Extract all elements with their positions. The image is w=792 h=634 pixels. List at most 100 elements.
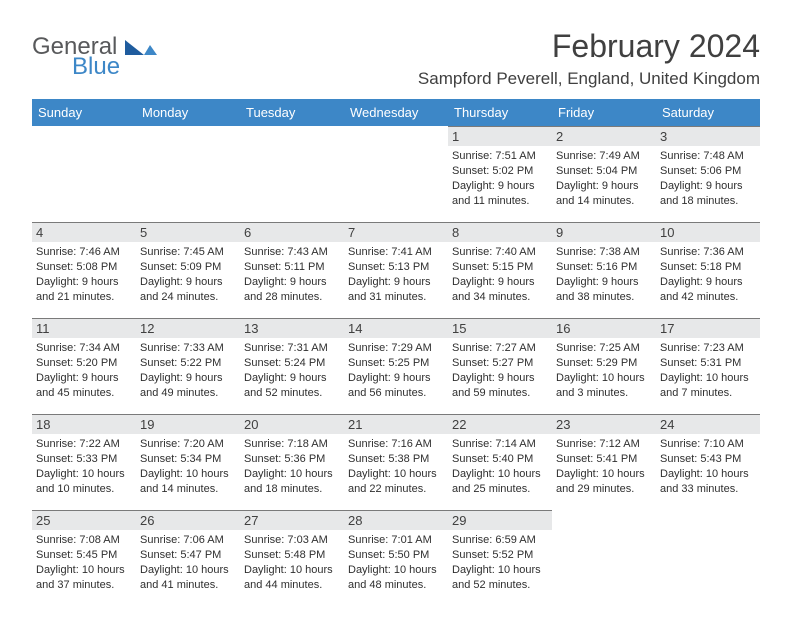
calendar-cell: 1Sunrise: 7:51 AMSunset: 5:02 PMDaylight… — [448, 126, 552, 222]
cell-detail: Sunrise: 7:36 AM Sunset: 5:18 PM Daylight:… — [660, 245, 756, 304]
cell-line: Daylight: 9 hours — [452, 372, 535, 384]
date-number: 28 — [344, 510, 448, 530]
cell-line: and 28 minutes. — [244, 291, 322, 303]
cell-detail: Sunrise: 7:01 AMSunset: 5:50 PMDaylight:… — [348, 533, 444, 592]
cell-line: Sunset: 5:20 PM — [36, 357, 117, 369]
cell-line: Daylight: 10 hours — [244, 468, 333, 480]
date-number — [240, 126, 344, 148]
cell-line: Sunset: 5:52 PM — [452, 549, 533, 561]
weekday-header: Tuesday — [240, 99, 344, 126]
cell-detail: Sunrise: 7:45 AMSunset: 5:09 PMDaylight:… — [140, 245, 236, 304]
calendar-week-row: 4Sunrise: 7:46 AMSunset: 5:08 PMDaylight… — [32, 222, 760, 318]
cell-detail: Sunrise: 7:16 AMSunset: 5:38 PMDaylight:… — [348, 437, 444, 496]
cell-line: Sunrise: 7:23 AM — [660, 342, 744, 354]
cell-line: Sunset: 5:41 PM — [556, 453, 637, 465]
date-number: 26 — [136, 510, 240, 530]
date-number: 15 — [448, 318, 552, 338]
cell-line: and 21 minutes. — [36, 291, 114, 303]
cell-line: Sunset: 5:43 PM — [660, 453, 741, 465]
cell-detail: Sunrise: 7:34 AMSunset: 5:20 PMDaylight:… — [36, 341, 132, 400]
cell-line: Daylight: 9 hours — [556, 276, 639, 288]
calendar-cell: 3 Sunrise: 7:48 AMSunset: 5:06 PMDaylight… — [656, 126, 760, 222]
cell-line: and 44 minutes. — [244, 579, 322, 591]
date-number: 14 — [344, 318, 448, 338]
cell-line: and 25 minutes. — [452, 483, 530, 495]
calendar-cell — [656, 510, 760, 606]
calendar-cell: 27Sunrise: 7:03 AMSunset: 5:48 PMDayligh… — [240, 510, 344, 606]
cell-line: and 18 minutes. — [244, 483, 322, 495]
cell-line: Sunset: 5:08 PM — [36, 261, 117, 273]
calendar-cell: 12Sunrise: 7:33 AMSunset: 5:22 PMDayligh… — [136, 318, 240, 414]
cell-detail: Sunrise: 7:40 AMSunset: 5:15 PMDaylight:… — [452, 245, 548, 304]
cell-line: Sunrise: 6:59 AM — [452, 534, 536, 546]
cell-line: and 48 minutes. — [348, 579, 426, 591]
calendar-cell: 17Sunrise: 7:23 AMSunset: 5:31 PMDayligh… — [656, 318, 760, 414]
cell-line: and 7 minutes. — [660, 387, 732, 399]
calendar-cell: 29 Sunrise: 6:59 AM Sunset: 5:52 PM Dayligh… — [448, 510, 552, 606]
cell-line: Daylight: 10 hours — [452, 564, 541, 576]
date-number: 5 — [136, 222, 240, 242]
calendar-cell: 9Sunrise: 7:38 AMSunset: 5:16 PMDaylight… — [552, 222, 656, 318]
cell-line: Daylight: 10 hours — [140, 564, 229, 576]
calendar-week-row: 11Sunrise: 7:34 AMSunset: 5:20 PMDayligh… — [32, 318, 760, 414]
cell-line: Sunset: 5:22 PM — [140, 357, 221, 369]
cell-line: Sunrise: 7:31 AM — [244, 342, 328, 354]
calendar-cell: 26Sunrise: 7:06 AMSunset: 5:47 PMDayligh… — [136, 510, 240, 606]
cell-line: Sunset: 5:06 PM — [660, 165, 741, 177]
cell-line: and 52 minutes. — [244, 387, 322, 399]
cell-line: Sunset: 5:18 PM — [660, 261, 741, 273]
date-number: 23 — [552, 414, 656, 434]
cell-line: Sunset: 5:15 PM — [452, 261, 533, 273]
cell-line: Daylight: 9 hours — [660, 276, 743, 288]
calendar-cell: 21Sunrise: 7:16 AMSunset: 5:38 PMDayligh… — [344, 414, 448, 510]
date-number: 27 — [240, 510, 344, 530]
cell-line: Sunset: 5:40 PM — [452, 453, 533, 465]
cell-line: Sunset: 5:31 PM — [660, 357, 741, 369]
date-number: 3 — [656, 126, 760, 146]
cell-line: Sunrise: 7:34 AM — [36, 342, 120, 354]
cell-line: and 52 minutes. — [452, 579, 530, 591]
cell-line: Sunset: 5:02 PM — [452, 165, 533, 177]
date-number: 17 — [656, 318, 760, 338]
date-number: 7 — [344, 222, 448, 242]
cell-line: Sunrise: 7:01 AM — [348, 534, 432, 546]
calendar-cell — [136, 126, 240, 222]
cell-line: Sunset: 5:04 PM — [556, 165, 637, 177]
cell-line: Sunset: 5:36 PM — [244, 453, 325, 465]
calendar-cell: 22Sunrise: 7:14 AMSunset: 5:40 PMDayligh… — [448, 414, 552, 510]
calendar-cell — [32, 126, 136, 222]
calendar-cell: 11Sunrise: 7:34 AMSunset: 5:20 PMDayligh… — [32, 318, 136, 414]
date-number — [552, 510, 656, 532]
cell-line: Daylight: 9 hours — [660, 180, 743, 192]
cell-line: Sunset: 5:11 PM — [244, 261, 325, 273]
weekday-header: Saturday — [656, 99, 760, 126]
cell-line: Daylight: 10 hours — [348, 468, 437, 480]
cell-line: Sunrise: 7:36 AM — [660, 246, 744, 258]
cell-line: Sunrise: 7:12 AM — [556, 438, 640, 450]
cell-line: Sunset: 5:38 PM — [348, 453, 429, 465]
cell-detail: Sunrise: 7:22 AMSunset: 5:33 PMDaylight:… — [36, 437, 132, 496]
cell-detail: Sunrise: 7:46 AMSunset: 5:08 PMDaylight:… — [36, 245, 132, 304]
cell-line: Sunset: 5:09 PM — [140, 261, 221, 273]
cell-line: and 33 minutes. — [660, 483, 738, 495]
cell-line: and 29 minutes. — [556, 483, 634, 495]
location: Sampford Peverell, England, United Kingd… — [418, 69, 760, 89]
cell-line: and 24 minutes. — [140, 291, 218, 303]
calendar-cell: 24Sunrise: 7:10 AMSunset: 5:43 PMDayligh… — [656, 414, 760, 510]
cell-line: Sunrise: 7:06 AM — [140, 534, 224, 546]
date-number: 8 — [448, 222, 552, 242]
cell-detail: Sunrise: 7:48 AMSunset: 5:06 PMDaylight:… — [660, 149, 756, 208]
cell-line: Sunrise: 7:29 AM — [348, 342, 432, 354]
cell-line: and 14 minutes. — [140, 483, 218, 495]
cell-line: Sunrise: 7:38 AM — [556, 246, 640, 258]
date-number: 29 — [448, 510, 552, 530]
cell-line: Daylight: 9 hours — [244, 276, 327, 288]
cell-detail: Sunrise: 7:25 AMSunset: 5:29 PMDaylight:… — [556, 341, 652, 400]
calendar-cell: 28Sunrise: 7:01 AMSunset: 5:50 PMDayligh… — [344, 510, 448, 606]
date-number — [344, 126, 448, 148]
cell-line: Sunrise: 7:40 AM — [452, 246, 536, 258]
cell-line: and 3 minutes. — [556, 387, 628, 399]
cell-detail: Sunrise: 7:14 AMSunset: 5:40 PMDaylight:… — [452, 437, 548, 496]
calendar-cell: 13Sunrise: 7:31 AMSunset: 5:24 PMDayligh… — [240, 318, 344, 414]
cell-line: Sunset: 5:50 PM — [348, 549, 429, 561]
